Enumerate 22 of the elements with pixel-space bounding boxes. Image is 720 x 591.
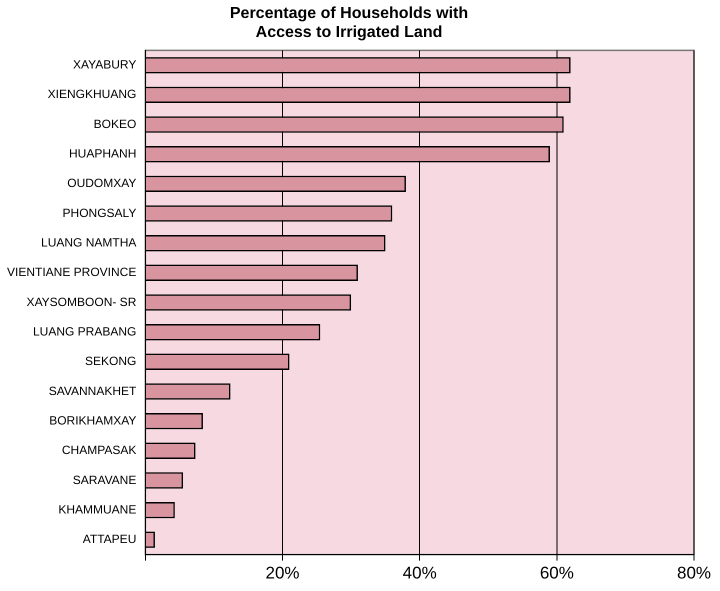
y-tick-label: OUDOMXAY	[67, 176, 136, 190]
y-tick-label: CHAMPASAK	[62, 443, 136, 458]
y-tick-label: BOKEO	[94, 116, 136, 131]
y-tick-label: BORIKHAMXAY	[49, 413, 136, 428]
y-tick-label: XAYABURY	[73, 58, 136, 72]
y-tick-label: VIENTIANE PROVINCE	[7, 265, 136, 280]
y-tick-label: KHAMMUANE	[58, 502, 136, 516]
x-tick-label: 60%	[540, 563, 574, 582]
x-tick-label: 20%	[266, 563, 300, 582]
x-tick-label: 40%	[402, 563, 437, 582]
y-tick-label: SARAVANE	[72, 472, 136, 487]
y-tick-label: XIENGKHUANG	[48, 87, 136, 102]
y-tick-label: PHONGSALY	[62, 206, 136, 220]
y-tick-label: LUANG PRABANG	[33, 324, 136, 338]
x-tick-label: 80%	[676, 563, 712, 582]
y-tick-label: SEKONG	[85, 354, 136, 368]
y-tick-label: HUAPHANH	[69, 146, 136, 161]
y-tick-label: SAVANNAKHET	[48, 384, 138, 398]
chart-title: Percentage of Households with Access to Irrigated Land	[230, 5, 468, 42]
y-tick-label: XAYSOMBOON- SR	[26, 294, 137, 309]
y-tick-label: LUANG NAMTHA	[41, 235, 136, 250]
y-tick-label: ATTAPEU	[82, 532, 136, 546]
